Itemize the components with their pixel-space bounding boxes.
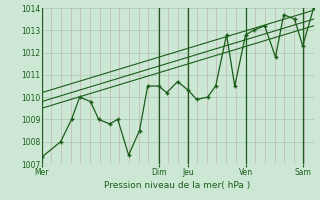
- X-axis label: Pression niveau de la mer( hPa ): Pression niveau de la mer( hPa ): [104, 181, 251, 190]
